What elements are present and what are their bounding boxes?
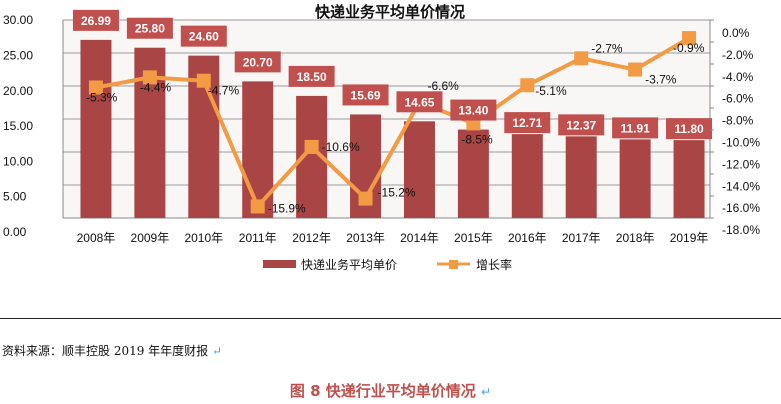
bar-value-label: 15.69	[351, 88, 381, 102]
bar-value-label-box	[342, 84, 389, 106]
growth-rate-marker	[628, 62, 643, 77]
x-tick-label: 2015年	[454, 231, 493, 245]
bar-value-label: 13.40	[458, 104, 488, 118]
bar-value-label-box	[234, 51, 281, 73]
left-tick-label: 10.00	[3, 154, 33, 168]
bar-value-label: 12.37	[566, 118, 596, 132]
bar-value-label-box	[396, 91, 443, 113]
x-tick-label: 2010年	[184, 231, 223, 245]
growth-rate-label: -4.7%	[208, 84, 240, 98]
growth-rate-label: -5.1%	[535, 84, 567, 98]
x-tick-label: 2016年	[508, 231, 547, 245]
bar-value-label: 12.71	[512, 116, 542, 130]
bar-value-label-box	[180, 25, 227, 47]
growth-rate-label: -6.6%	[427, 79, 459, 93]
x-tick-label: 2017年	[562, 231, 601, 245]
bar-value-label: 11.91	[620, 121, 650, 135]
growth-rate-label: -3.7%	[645, 73, 677, 87]
left-tick-label: 5.00	[3, 190, 27, 204]
legend-bar-label: 快递业务平均单价	[301, 257, 397, 272]
bar-value-label-box	[72, 9, 119, 31]
bar-value-label: 26.99	[81, 14, 111, 28]
bar-value-label-box	[612, 117, 659, 139]
bar	[242, 81, 274, 218]
bar	[619, 139, 651, 218]
x-tick-label: 2014年	[400, 231, 439, 245]
right-tick-label: -6.0%	[722, 92, 754, 106]
bar	[511, 134, 543, 218]
growth-rate-marker	[250, 199, 265, 214]
growth-rate-marker	[142, 70, 157, 85]
bar-value-label: 24.60	[189, 30, 219, 44]
right-tick-label: -10.0%	[722, 136, 760, 150]
chart-title: 快递业务平均单价情况	[315, 3, 465, 21]
growth-rate-marker	[520, 78, 535, 93]
left-tick-label: 20.00	[3, 84, 33, 98]
right-tick-label: -2.0%	[722, 48, 754, 62]
x-tick-label: 2011年	[239, 231, 277, 245]
bar	[457, 129, 489, 218]
growth-rate-marker	[358, 191, 373, 206]
left-tick-label: 15.00	[3, 119, 33, 133]
legend: 快递业务平均单价 增长率	[263, 257, 512, 272]
right-tick-label: 0.0%	[722, 26, 750, 40]
growth-rate-marker	[682, 31, 697, 46]
bar-value-label-box	[126, 17, 173, 39]
bar-value-label: 11.80	[674, 122, 704, 136]
right-tick-label: -18.0%	[722, 223, 760, 237]
bar	[565, 136, 597, 218]
growth-rate-line	[95, 36, 691, 209]
right-tick-label: -4.0%	[722, 70, 754, 84]
bar-value-label-box	[666, 118, 713, 140]
growth-rate-label: -10.6%	[322, 140, 360, 154]
return-mark-icon: ↵	[212, 344, 223, 358]
x-tick-label: 2018年	[616, 231, 655, 245]
bar-value-label-box	[450, 99, 497, 121]
legend-line-label: 增长率	[476, 257, 512, 272]
right-tick-label: -8.0%	[722, 114, 754, 128]
bar-value-label: 20.70	[243, 55, 273, 69]
divider	[0, 318, 781, 319]
bar	[403, 121, 435, 218]
growth-rate-label: -2.7%	[591, 41, 623, 55]
growth-rate-label: -0.9%	[673, 41, 705, 55]
growth-rate-marker	[304, 139, 319, 154]
bar	[80, 39, 112, 219]
bar-value-label: 25.80	[135, 22, 165, 36]
growth-rate-marker	[88, 80, 103, 95]
bar-value-label: 18.50	[297, 70, 327, 84]
source-text: 资料来源：顺丰控股 2019 年年度财报	[2, 344, 209, 358]
caption-text: 图 8 快递行业平均单价情况	[289, 382, 476, 400]
growth-rate-label: -4.4%	[140, 80, 172, 94]
x-tick-label: 2012年	[292, 231, 331, 245]
legend-bar-swatch	[263, 260, 296, 268]
bar-value-label-box	[288, 65, 335, 87]
legend-line-marker	[449, 260, 458, 269]
left-tick-label: 30.00	[3, 13, 33, 27]
right-tick-label: -16.0%	[722, 201, 760, 215]
bar	[673, 140, 705, 218]
x-tick-label: 2008年	[77, 231, 116, 245]
figure-caption: 图 8 快递行业平均单价情况 ↵	[0, 380, 781, 401]
source-note: 资料来源：顺丰控股 2019 年年度财报 ↵	[2, 342, 222, 359]
growth-rate-label: -8.5%	[461, 132, 493, 146]
return-mark-icon: ↵	[481, 385, 492, 399]
left-tick-label: 25.00	[3, 49, 33, 63]
bar-value-label-box	[504, 112, 551, 134]
left-tick-label: 0.00	[3, 225, 27, 239]
growth-rate-label: -15.2%	[378, 186, 416, 200]
growth-rate-label: -15.9%	[268, 201, 306, 215]
growth-rate-marker	[196, 73, 211, 88]
x-tick-label: 2013年	[346, 231, 385, 245]
right-tick-label: -12.0%	[722, 157, 760, 171]
x-tick-label: 2009年	[131, 231, 170, 245]
bar-value-label: 14.65	[404, 95, 434, 109]
x-tick-label: 2019年	[670, 231, 709, 245]
growth-rate-label: -5.3%	[86, 90, 118, 104]
growth-rate-marker	[574, 51, 589, 66]
chart: 26.99 25.80 24.60 20.70 18.50 15.69 14.65 13.40…	[3, 3, 760, 272]
bar-value-label-box	[558, 114, 605, 136]
right-tick-label: -14.0%	[722, 179, 760, 193]
